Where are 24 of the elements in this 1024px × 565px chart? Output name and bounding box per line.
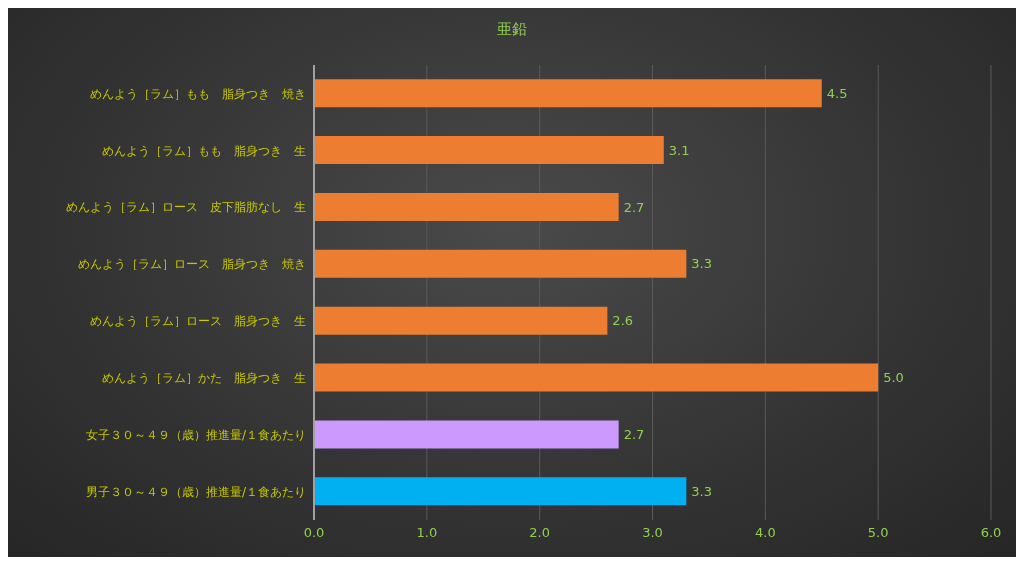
y-tick-label: めんよう［ラム］ロース 脂身つき 焼き (78, 257, 306, 272)
data-label: 2.7 (623, 427, 645, 443)
x-tick-label: 5.0 (867, 525, 889, 541)
data-label: 2.6 (612, 313, 634, 329)
x-tick-label: 4.0 (754, 525, 776, 541)
data-label: 3.1 (668, 142, 690, 158)
y-tick-label: めんよう［ラム］ロース 皮下脂肪なし 生 (66, 200, 306, 215)
x-tick-label: 6.0 (980, 525, 1002, 541)
data-label: 3.3 (691, 256, 713, 272)
x-tick-label: 3.0 (642, 525, 663, 541)
y-tick-label: 女子３０～４９（歳）推進量/１食あたり (85, 427, 306, 442)
data-label: 2.7 (623, 199, 645, 215)
x-tick-label: 1.0 (416, 525, 438, 541)
y-tick-label: 男子３０～４９（歳）推進量/１食あたり (85, 484, 306, 499)
data-label: 5.0 (883, 370, 904, 386)
y-tick-label: めんよう［ラム］もも 脂身つき 焼き (90, 86, 306, 101)
data-label: 4.5 (826, 85, 848, 101)
x-tick-label: 0.0 (303, 525, 325, 541)
data-label: 3.3 (691, 483, 713, 499)
x-tick-label: 2.0 (529, 525, 551, 541)
y-tick-label: めんよう［ラム］かた 脂身つき 生 (102, 371, 306, 386)
y-tick-label: めんよう［ラム］ロース 脂身つき 生 (90, 314, 306, 329)
y-tick-label: めんよう［ラム］もも 脂身つき 生 (102, 143, 306, 158)
chart-title: 亜鉛 (496, 20, 528, 39)
